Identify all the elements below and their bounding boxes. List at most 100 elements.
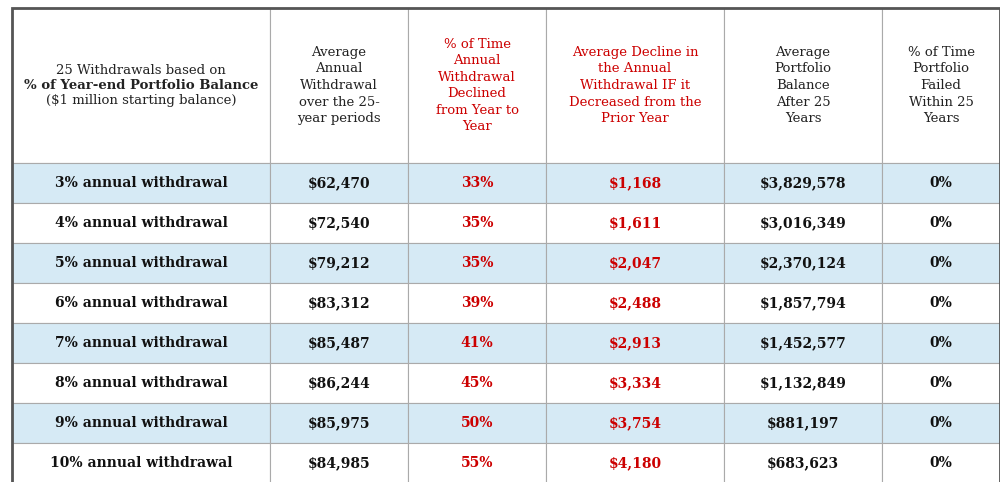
Bar xyxy=(882,403,1000,443)
Bar xyxy=(270,443,408,482)
Text: 35%: 35% xyxy=(461,216,493,230)
Text: 0%: 0% xyxy=(930,176,952,190)
Text: 10% annual withdrawal: 10% annual withdrawal xyxy=(50,456,232,470)
Text: $79,212: $79,212 xyxy=(308,256,370,270)
Bar xyxy=(270,363,408,403)
Bar xyxy=(270,203,408,243)
Bar xyxy=(408,203,546,243)
Bar xyxy=(408,403,546,443)
Bar xyxy=(270,163,408,203)
Bar xyxy=(408,443,546,482)
Text: $2,913: $2,913 xyxy=(608,336,662,350)
Text: 6% annual withdrawal: 6% annual withdrawal xyxy=(55,296,227,310)
Text: % of Year-end Portfolio Balance: % of Year-end Portfolio Balance xyxy=(24,79,258,92)
Text: $2,370,124: $2,370,124 xyxy=(760,256,846,270)
Text: 25 Withdrawals based on: 25 Withdrawals based on xyxy=(56,64,226,77)
Text: 35%: 35% xyxy=(461,256,493,270)
Text: ($1 million starting balance): ($1 million starting balance) xyxy=(46,94,236,107)
Bar xyxy=(408,323,546,363)
Text: 0%: 0% xyxy=(930,416,952,430)
Bar xyxy=(270,283,408,323)
Text: % of Time
Annual
Withdrawal
Declined
from Year to
Year: % of Time Annual Withdrawal Declined fro… xyxy=(436,38,518,133)
Text: 0%: 0% xyxy=(930,456,952,470)
Bar xyxy=(546,403,724,443)
Text: $85,975: $85,975 xyxy=(308,416,370,430)
Bar xyxy=(408,8,546,163)
Bar xyxy=(408,163,546,203)
Text: 0%: 0% xyxy=(930,376,952,390)
Text: $83,312: $83,312 xyxy=(308,296,370,310)
Bar xyxy=(408,363,546,403)
Bar xyxy=(882,243,1000,283)
Bar xyxy=(882,443,1000,482)
Text: $1,132,849: $1,132,849 xyxy=(760,376,846,390)
Text: $2,047: $2,047 xyxy=(608,256,662,270)
Text: % of Time
Portfolio
Failed
Within 25
Years: % of Time Portfolio Failed Within 25 Yea… xyxy=(908,46,974,125)
Text: 50%: 50% xyxy=(461,416,493,430)
Text: $1,452,577: $1,452,577 xyxy=(760,336,846,350)
Text: $4,180: $4,180 xyxy=(608,456,662,470)
Text: 0%: 0% xyxy=(930,256,952,270)
Bar xyxy=(724,403,882,443)
Text: 39%: 39% xyxy=(461,296,493,310)
Bar xyxy=(408,243,546,283)
Text: $1,168: $1,168 xyxy=(608,176,662,190)
Bar xyxy=(546,203,724,243)
Text: $86,244: $86,244 xyxy=(308,376,370,390)
Bar xyxy=(724,8,882,163)
Bar xyxy=(270,8,408,163)
Bar xyxy=(546,323,724,363)
Bar xyxy=(12,243,270,283)
Bar xyxy=(724,163,882,203)
Bar xyxy=(12,163,270,203)
Text: $683,623: $683,623 xyxy=(767,456,839,470)
Text: 0%: 0% xyxy=(930,336,952,350)
Bar xyxy=(270,403,408,443)
Bar xyxy=(12,403,270,443)
Text: 5% annual withdrawal: 5% annual withdrawal xyxy=(55,256,227,270)
Text: $84,985: $84,985 xyxy=(308,456,370,470)
Bar xyxy=(724,323,882,363)
Bar xyxy=(882,163,1000,203)
Bar xyxy=(882,283,1000,323)
Text: $3,334: $3,334 xyxy=(608,376,662,390)
Bar xyxy=(882,323,1000,363)
Text: 55%: 55% xyxy=(461,456,493,470)
Bar xyxy=(546,243,724,283)
Bar xyxy=(408,283,546,323)
Text: $72,540: $72,540 xyxy=(308,216,370,230)
Bar xyxy=(882,363,1000,403)
Text: Average
Portfolio
Balance
After 25
Years: Average Portfolio Balance After 25 Years xyxy=(774,46,832,125)
Text: Average
Annual
Withdrawal
over the 25-
year periods: Average Annual Withdrawal over the 25- y… xyxy=(297,46,381,125)
Text: $2,488: $2,488 xyxy=(608,296,662,310)
Bar xyxy=(12,8,270,163)
Text: 3% annual withdrawal: 3% annual withdrawal xyxy=(55,176,227,190)
Text: 4% annual withdrawal: 4% annual withdrawal xyxy=(55,216,227,230)
Bar xyxy=(724,203,882,243)
Text: 9% annual withdrawal: 9% annual withdrawal xyxy=(55,416,227,430)
Text: 33%: 33% xyxy=(461,176,493,190)
Bar xyxy=(12,323,270,363)
Bar xyxy=(882,203,1000,243)
Bar xyxy=(270,243,408,283)
Text: $1,611: $1,611 xyxy=(608,216,662,230)
Bar xyxy=(546,8,724,163)
Text: $85,487: $85,487 xyxy=(308,336,370,350)
Text: $3,016,349: $3,016,349 xyxy=(760,216,846,230)
Text: 0%: 0% xyxy=(930,216,952,230)
Bar xyxy=(724,283,882,323)
Bar xyxy=(546,443,724,482)
Bar xyxy=(724,443,882,482)
Bar xyxy=(12,443,270,482)
Bar xyxy=(12,363,270,403)
Bar xyxy=(546,163,724,203)
Bar xyxy=(12,203,270,243)
Bar xyxy=(270,323,408,363)
Bar xyxy=(546,363,724,403)
Text: Average Decline in
the Annual
Withdrawal IF it
Decreased from the
Prior Year: Average Decline in the Annual Withdrawal… xyxy=(569,46,701,125)
Bar xyxy=(724,363,882,403)
Text: 0%: 0% xyxy=(930,296,952,310)
Bar xyxy=(882,8,1000,163)
Text: 7% annual withdrawal: 7% annual withdrawal xyxy=(55,336,227,350)
Text: 45%: 45% xyxy=(461,376,493,390)
